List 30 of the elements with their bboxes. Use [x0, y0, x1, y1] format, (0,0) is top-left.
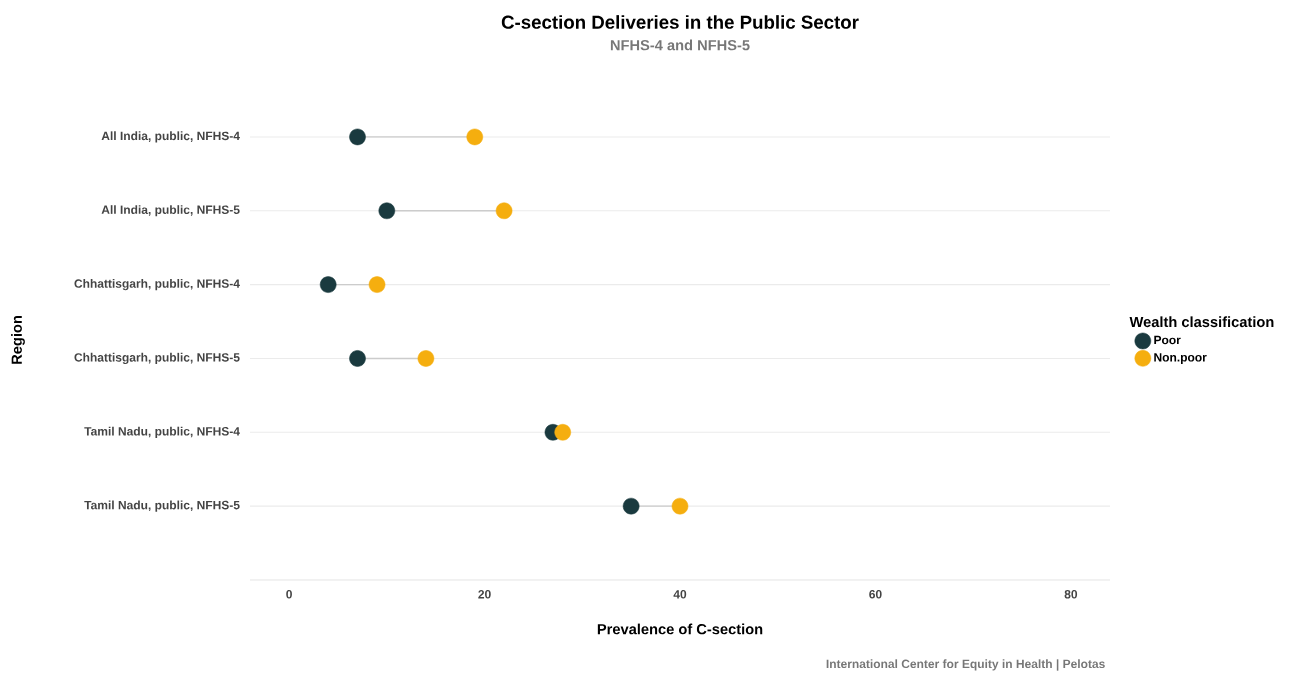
y-tick-label: All India, public, NFHS-4 [101, 131, 240, 143]
y-tick-label: Chhattisgarh, public, NFHS-5 [74, 352, 240, 365]
chart-title: C-section Deliveries in the Public Sector [501, 15, 859, 29]
point [417, 350, 435, 367]
y-axis-title: Region [11, 316, 25, 364]
x-tick-label: 80 [1064, 590, 1078, 599]
y-tick-label: Tamil Nadu, public, NFHS-5 [84, 500, 240, 512]
x-tick-label: 0 [286, 590, 292, 599]
x-tick-label: 20 [478, 590, 491, 599]
legend-label: Poor [1154, 335, 1181, 345]
point [349, 350, 366, 367]
point [495, 202, 513, 220]
y-tick-label: Chhattisgarh, public, NFHS-4 [74, 278, 240, 291]
y-tick-label: All India, public, NFHS-5 [101, 205, 240, 217]
point [671, 497, 689, 515]
point [368, 276, 386, 293]
point [319, 276, 337, 293]
chart-subtitle: NFHS-4 and NFHS-5 [610, 39, 750, 51]
text: International Center for Equity in Health | Pelotas [826, 659, 1105, 671]
legend-title: Wealth classification [1129, 316, 1274, 328]
x-axis-title: Prevalence of C-section [597, 623, 763, 635]
y-tick-label: Tamil Nadu, public, NFHS-4 [84, 426, 240, 438]
point [349, 128, 366, 146]
x-tick-label: 60 [869, 590, 882, 599]
point [466, 128, 484, 146]
point [554, 424, 571, 441]
legend-label: Non.poor [1154, 353, 1207, 364]
point [622, 497, 640, 515]
x-tick-label: 40 [673, 590, 687, 599]
point [378, 202, 396, 220]
